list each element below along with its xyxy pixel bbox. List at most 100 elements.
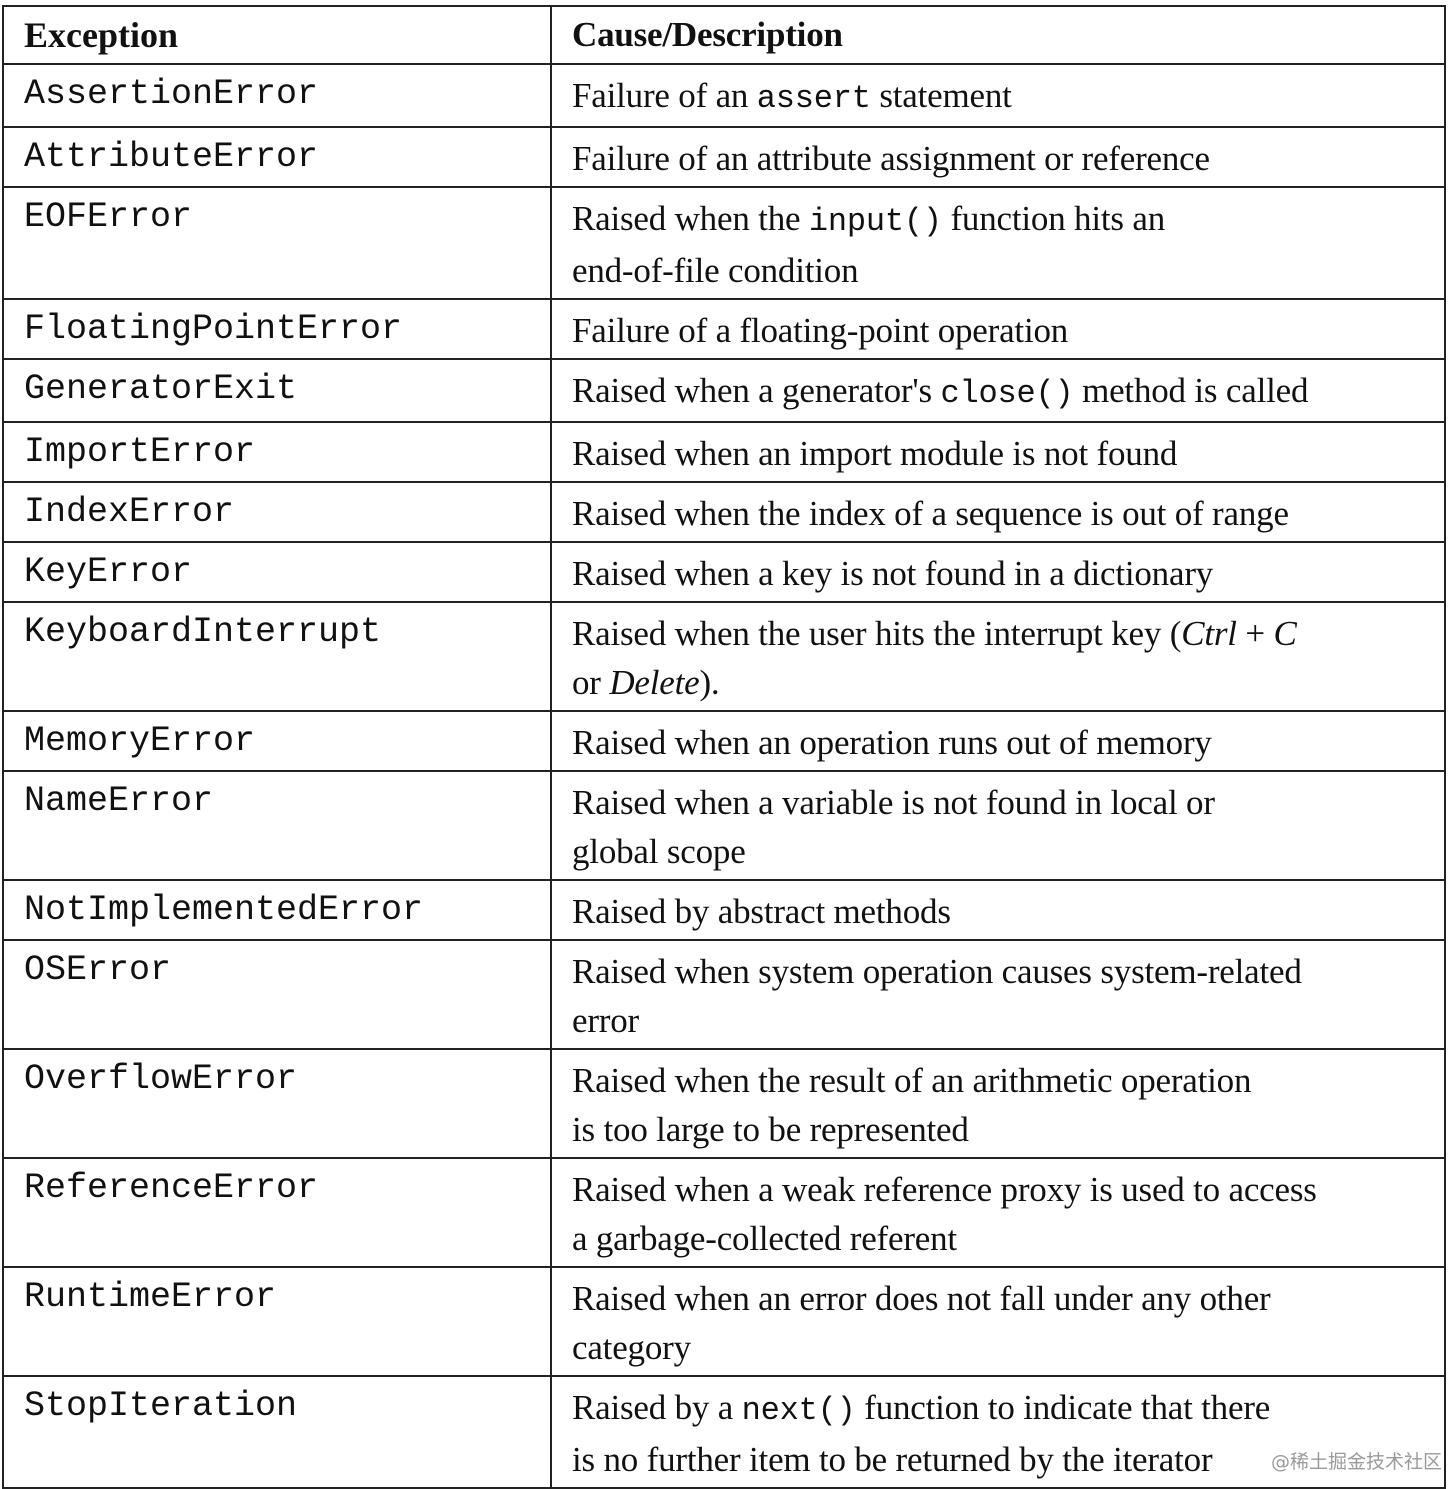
- inline-code: input(): [808, 203, 942, 240]
- exception-name: OSError: [2, 939, 552, 1050]
- description-line: Raised when the result of an arithmetic …: [572, 1056, 1444, 1105]
- exception-description: Raised when an import module is not foun…: [550, 421, 1446, 483]
- table-header-row: Exception Cause/Description: [2, 5, 1446, 65]
- description-line: Raised when the index of a sequence is o…: [572, 489, 1444, 538]
- description-text: end-of-file condition: [572, 251, 859, 290]
- exception-description: Raised when an operation runs out of mem…: [550, 710, 1446, 772]
- description-text: Raised when a weak reference proxy is us…: [572, 1170, 1317, 1209]
- description-text: is too large to be represented: [572, 1110, 969, 1149]
- exception-description: Raised when a weak reference proxy is us…: [550, 1157, 1446, 1268]
- description-line: Failure of an assert statement: [572, 71, 1444, 123]
- exception-description: Failure of a floating-point operation: [550, 298, 1446, 360]
- exception-description: Raised when the result of an arithmetic …: [550, 1048, 1446, 1159]
- description-text: function hits an: [941, 199, 1166, 238]
- exception-name: EOFError: [2, 186, 552, 300]
- table-row: IndexError Raised when the index of a seq…: [2, 481, 1446, 543]
- exception-name: ImportError: [2, 421, 552, 483]
- description-text: Failure of an: [572, 76, 757, 115]
- table-row: ReferenceError Raised when a weak referen…: [2, 1157, 1446, 1268]
- description-text: Ctrl: [1181, 614, 1237, 653]
- description-line: end-of-file condition: [572, 246, 1444, 295]
- table-row: GeneratorExit Raised when a generator's c…: [2, 358, 1446, 423]
- description-text: Failure of a floating-point operation: [572, 311, 1069, 350]
- exception-description: Raised when the input() function hits an…: [550, 186, 1446, 300]
- description-text: Raised when a key is not found in a dict…: [572, 554, 1214, 593]
- table-row: ImportError Raised when an import module …: [2, 421, 1446, 483]
- exception-name: NameError: [2, 770, 552, 881]
- description-text: or: [572, 663, 610, 702]
- table-row: RuntimeError Raised when an error does no…: [2, 1266, 1446, 1377]
- description-text: Raised when an error does not fall under…: [572, 1279, 1271, 1318]
- description-line: Raised when a weak reference proxy is us…: [572, 1165, 1444, 1214]
- exception-name: ReferenceError: [2, 1157, 552, 1268]
- table-row: AttributeError Failure of an attribute as…: [2, 126, 1446, 188]
- watermark: @稀土掘金技术社区: [1270, 1451, 1442, 1473]
- inline-code: close(): [940, 375, 1074, 412]
- exception-name: AttributeError: [2, 126, 552, 188]
- exception-description: Raised when a variable is not found in l…: [550, 770, 1446, 881]
- description-line: Raised when a variable is not found in l…: [572, 778, 1444, 827]
- description-text: global scope: [572, 832, 746, 871]
- description-line: Raised when an operation runs out of mem…: [572, 718, 1444, 767]
- table-row: EOFError Raised when the input() function…: [2, 186, 1446, 300]
- description-line: Raised when an error does not fall under…: [572, 1274, 1444, 1323]
- description-line: Raised when the user hits the interrupt …: [572, 609, 1444, 658]
- exception-name: IndexError: [2, 481, 552, 543]
- description-text: a garbage-collected referent: [572, 1219, 957, 1258]
- inline-code: assert: [756, 80, 871, 117]
- exception-name: FloatingPointError: [2, 298, 552, 360]
- description-line: a garbage-collected referent: [572, 1214, 1444, 1263]
- description-line: Failure of a floating-point operation: [572, 306, 1444, 355]
- description-line: Raised when a key is not found in a dict…: [572, 549, 1444, 598]
- description-text: Raised when system operation causes syst…: [572, 952, 1302, 991]
- table-row: NameError Raised when a variable is not f…: [2, 770, 1446, 881]
- exception-name: RuntimeError: [2, 1266, 552, 1377]
- table-row: AssertionError Failure of an assert state…: [2, 63, 1446, 128]
- exception-description: Raised by a next() function to indicate …: [550, 1375, 1446, 1489]
- inline-code: next(): [741, 1392, 856, 1429]
- exception-name: KeyboardInterrupt: [2, 601, 552, 712]
- description-text: is no further item to be returned by the…: [572, 1440, 1213, 1479]
- description-text: Raised by abstract methods: [572, 892, 951, 931]
- description-text: category: [572, 1328, 691, 1367]
- exception-description: Raised by abstract methods: [550, 879, 1446, 941]
- description-text: method is called: [1073, 371, 1309, 410]
- description-text: error: [572, 1001, 640, 1040]
- description-line: Raised by a next() function to indicate …: [572, 1383, 1444, 1435]
- table-row: KeyError Raised when a key is not found i…: [2, 541, 1446, 603]
- description-text: Raised when an operation runs out of mem…: [572, 723, 1212, 762]
- exception-name: OverflowError: [2, 1048, 552, 1159]
- exception-name: GeneratorExit: [2, 358, 552, 423]
- exception-description: Raised when the index of a sequence is o…: [550, 481, 1446, 543]
- description-text: Raised when the result of an arithmetic …: [572, 1061, 1252, 1100]
- description-line: Raised when an import module is not foun…: [572, 429, 1444, 478]
- description-line: Raised when the input() function hits an: [572, 194, 1444, 246]
- description-line: Raised when a generator's close() method…: [572, 366, 1444, 418]
- description-line: Failure of an attribute assignment or re…: [572, 134, 1444, 183]
- table-row: FloatingPointError Failure of a floating-…: [2, 298, 1446, 360]
- exception-description: Failure of an attribute assignment or re…: [550, 126, 1446, 188]
- table-row: MemoryError Raised when an operation runs…: [2, 710, 1446, 772]
- exception-description: Raised when system operation causes syst…: [550, 939, 1446, 1050]
- exception-name: AssertionError: [2, 63, 552, 128]
- description-line: Raised by abstract methods: [572, 887, 1444, 936]
- table-row: NotImplementedError Raised by abstract me…: [2, 879, 1446, 941]
- table-row: KeyboardInterrupt Raised when the user hi…: [2, 601, 1446, 712]
- exception-description: Failure of an assert statement: [550, 63, 1446, 128]
- description-text: Delete: [609, 663, 700, 702]
- description-text: C: [1273, 614, 1297, 653]
- exception-description: Raised when the user hits the interrupt …: [550, 601, 1446, 712]
- description-text: Raised when the user hits the interrupt …: [572, 614, 1182, 653]
- description-text: +: [1236, 614, 1274, 653]
- exception-name: NotImplementedError: [2, 879, 552, 941]
- description-text: function to indicate that there: [855, 1388, 1271, 1427]
- exception-name: StopIteration: [2, 1375, 552, 1489]
- header-cause-description: Cause/Description: [550, 5, 1446, 65]
- description-line: category: [572, 1323, 1444, 1372]
- table-row: OverflowError Raised when the result of a…: [2, 1048, 1446, 1159]
- exception-description: Raised when a generator's close() method…: [550, 358, 1446, 423]
- description-line: error: [572, 996, 1444, 1045]
- exception-name: MemoryError: [2, 710, 552, 772]
- header-exception: Exception: [2, 5, 552, 65]
- description-text: Raised when an import module is not foun…: [572, 434, 1178, 473]
